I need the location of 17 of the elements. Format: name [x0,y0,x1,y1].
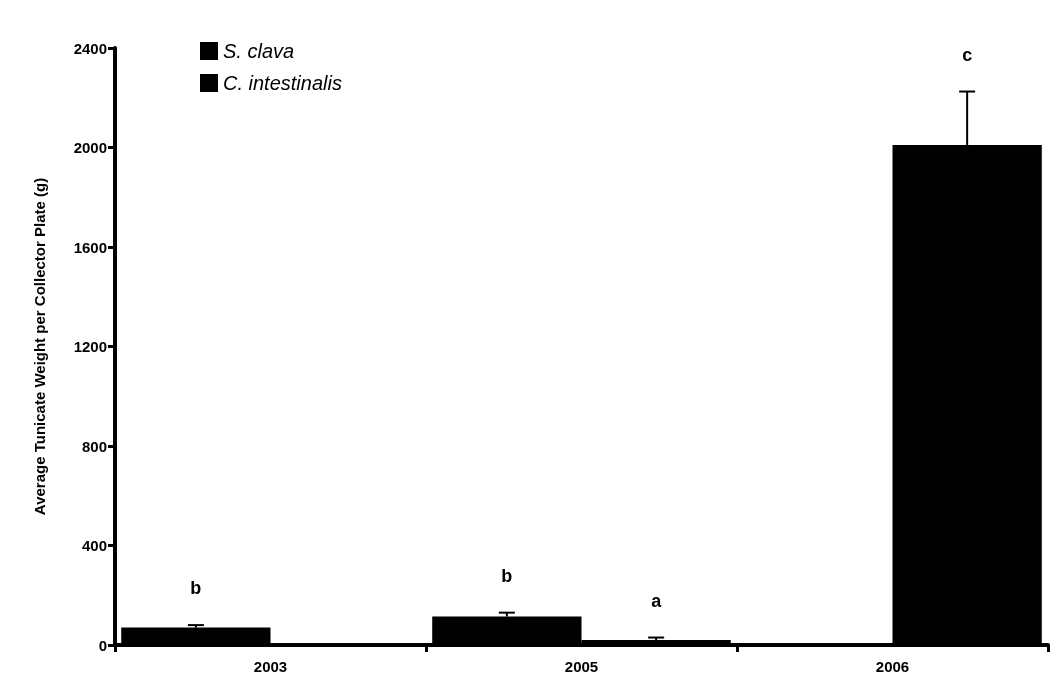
x-tick-label: 2006 [875,658,910,675]
annotation: c [962,44,973,65]
y-tick-label: 2000 [73,139,107,156]
y-tick-label: 800 [81,437,107,455]
y-tick-label: 2400 [73,39,107,57]
x-tick-label: 2003 [253,658,288,675]
y-tick-label: 1600 [73,238,107,256]
legend-label: S. clava [223,40,295,62]
y-tick-label: 400 [81,537,107,554]
y-tick-label: 0 [98,636,107,654]
y-tick-label: 1200 [73,338,107,355]
y-axis-title: Average Tunicate Weight per Collector Plate (g) [31,177,48,516]
x-tick-label: 2005 [564,658,599,675]
annotation: b [501,565,513,586]
legend-label: C. intestinalis [223,72,342,94]
annotation: b [190,578,202,599]
annotation: a [651,590,663,611]
